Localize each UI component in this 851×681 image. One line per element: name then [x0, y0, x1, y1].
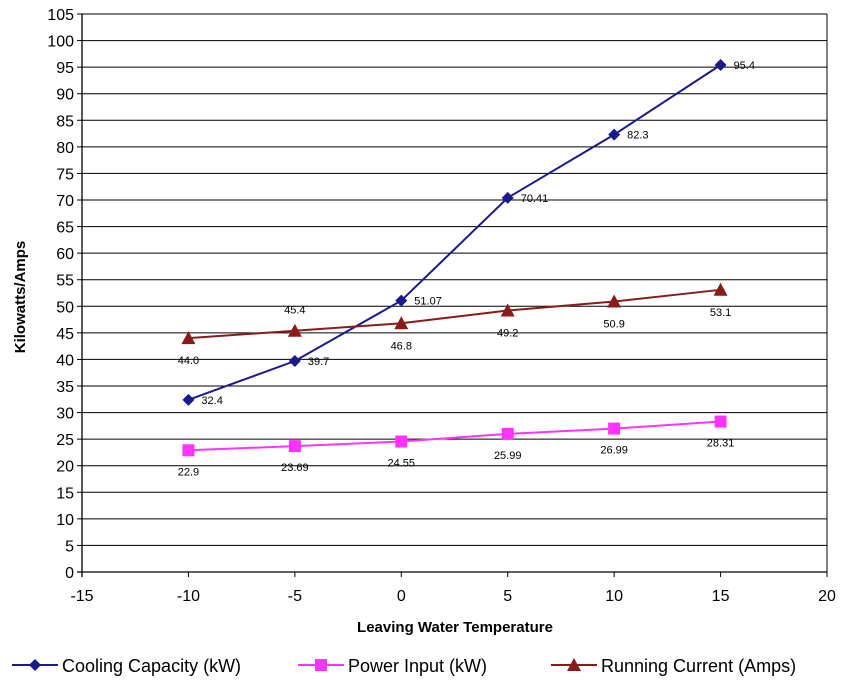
data-label: 51.07	[414, 296, 442, 308]
y-tick-label: 65	[56, 220, 74, 237]
x-tick-label: -15	[70, 588, 93, 605]
data-label: 44.0	[178, 355, 199, 367]
data-label: 39.7	[308, 356, 329, 368]
data-label: 46.8	[391, 340, 412, 352]
data-labels: 32.4 39.7 51.07 70.41 82.3 95.4 22.9 23.69 24.55…	[178, 60, 755, 478]
y-tick-label: 50	[56, 299, 74, 316]
data-label: 95.4	[734, 60, 755, 72]
data-point	[287, 323, 302, 337]
data-label: 49.2	[497, 328, 518, 340]
data-point	[714, 59, 727, 72]
data-point	[501, 191, 514, 204]
data-point	[182, 393, 195, 406]
y-tick-label: 30	[56, 406, 74, 423]
y-tick-label: 105	[47, 7, 74, 24]
y-tick-label: 10	[56, 512, 74, 529]
data-label: 28.31	[707, 438, 735, 450]
series-line-1	[188, 420, 721, 452]
legend-label: Running Current (Amps)	[601, 656, 796, 676]
data-point	[288, 440, 301, 453]
y-tick-label: 95	[56, 60, 74, 77]
y-tick-label: 75	[56, 166, 74, 183]
data-label: 24.55	[388, 458, 416, 470]
data-point	[713, 282, 728, 296]
x-tick-label: 5	[503, 588, 512, 605]
data-label: 53.1	[710, 307, 731, 319]
data-point	[607, 294, 622, 308]
legend-marker	[29, 659, 41, 671]
data-label: 25.99	[494, 450, 522, 462]
data-point	[182, 444, 195, 457]
data-label: 45.4	[284, 305, 305, 317]
data-label: 82.3	[627, 130, 648, 142]
data-point	[501, 427, 514, 440]
grid-lines	[82, 13, 828, 572]
data-point	[608, 128, 621, 141]
data-point	[394, 316, 409, 330]
legend-marker	[315, 659, 327, 671]
series-line-2	[188, 288, 721, 340]
y-tick-label: 90	[56, 87, 74, 104]
data-point	[395, 294, 408, 307]
data-point	[714, 415, 727, 428]
data-point	[181, 331, 196, 345]
x-tick-label: 20	[818, 588, 836, 605]
legend: Cooling Capacity (kW) Power Input (kW) Run…	[12, 656, 796, 676]
y-tick-label: 60	[56, 246, 74, 263]
data-label: 32.4	[201, 395, 222, 407]
data-point	[608, 422, 621, 435]
axes	[77, 13, 828, 577]
y-tick-label: 20	[56, 459, 74, 476]
x-axis-title: Leaving Water Temperature	[357, 619, 553, 636]
data-label: 22.9	[178, 466, 199, 478]
x-tick-label: -10	[177, 588, 200, 605]
y-tick-label: 5	[65, 538, 74, 555]
legend-marker	[567, 658, 581, 671]
y-tick-label: 45	[56, 326, 74, 343]
y-tick-label: 35	[56, 379, 74, 396]
y-tick-label: 80	[56, 140, 74, 157]
data-label: 26.99	[600, 445, 628, 457]
data-point	[288, 355, 301, 368]
data-point	[395, 435, 408, 448]
y-tick-label: 0	[65, 565, 74, 582]
y-tick-label: 25	[56, 432, 74, 449]
y-tick-label: 40	[56, 352, 74, 369]
series-group	[181, 59, 728, 457]
x-tick-label: 10	[605, 588, 623, 605]
y-tick-label: 55	[56, 273, 74, 290]
data-label: 50.9	[603, 319, 624, 331]
data-point	[500, 303, 515, 317]
legend-label: Power Input (kW)	[348, 656, 487, 676]
data-label: 70.41	[521, 193, 549, 205]
y-tick-label: 70	[56, 193, 74, 210]
legend-label: Cooling Capacity (kW)	[62, 656, 241, 676]
x-tick-label: 0	[397, 588, 406, 605]
y-tick-label: 15	[56, 485, 74, 502]
y-tick-label: 85	[56, 113, 74, 130]
tick-labels: 0510152025303540455055606570758085909510…	[47, 7, 836, 605]
y-tick-label: 100	[47, 34, 74, 51]
y-axis-title: Kilowatts/Amps	[12, 241, 29, 354]
series-line-0	[188, 64, 722, 401]
x-tick-label: 15	[712, 588, 730, 605]
data-label: 23.69	[281, 462, 309, 474]
x-tick-label: -5	[288, 588, 302, 605]
